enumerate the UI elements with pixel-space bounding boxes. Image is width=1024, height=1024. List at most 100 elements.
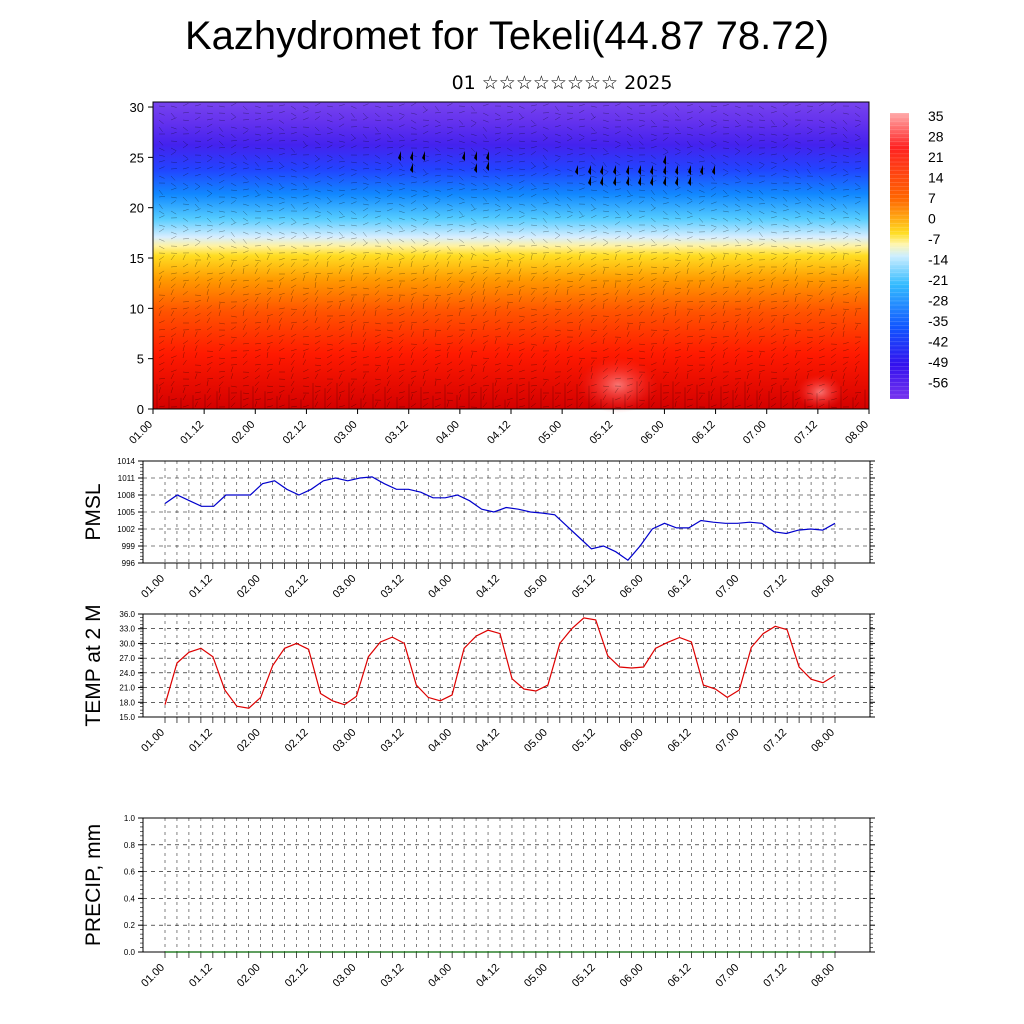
heatmap-x-tick-label: 08.00 — [843, 419, 871, 447]
precip-x-tick-label: 01.00 — [139, 962, 167, 990]
temp-y-tick-label: 24.0 — [119, 669, 135, 678]
temp-x-tick-label: 06.12 — [666, 727, 694, 755]
precip-x-tick-label: 06.00 — [618, 962, 646, 990]
temp-y-tick-label: 15.0 — [119, 713, 135, 722]
pmsl-y-tick-label: 1011 — [118, 474, 136, 483]
pmsl-panel: 996 999 1002 1005 1008 1011 1014 01.00 01.12 02.0… — [82, 457, 875, 601]
temp-y-tick-label: 33.0 — [119, 625, 135, 634]
pmsl-x-tick-label: 08.00 — [809, 573, 837, 601]
colorbar-label: -21 — [928, 272, 948, 288]
heatmap-x-tick-label: 06.12 — [690, 419, 718, 447]
heatmap-x-tick-label: 05.00 — [536, 419, 564, 447]
temp-x-tick-label: 05.12 — [570, 727, 598, 755]
chart-title: Kazhydromet for Tekeli(44.87 78.72) — [184, 14, 830, 58]
colorbar-label: 0 — [928, 211, 936, 227]
precip-x-tick-label: 07.00 — [713, 962, 741, 990]
temp-y-tick-label: 30.0 — [119, 639, 135, 648]
colorbar-label: 7 — [928, 190, 936, 206]
pmsl-x-tick-label: 05.12 — [570, 573, 598, 601]
colorbar-label: -7 — [928, 231, 941, 247]
precip-x-tick-label: 02.00 — [235, 962, 263, 990]
heatmap-x-tick-label: 02.00 — [229, 419, 257, 447]
heatmap-y-tick-label: 20 — [130, 201, 144, 216]
precip-axis-label: PRECIP, mm — [82, 824, 105, 946]
pmsl-x-tick-label: 07.12 — [761, 573, 789, 601]
precip-x-tick-label: 05.12 — [570, 962, 598, 990]
pmsl-x-tick-label: 02.12 — [283, 573, 311, 601]
precip-y-tick-label: 1.0 — [124, 814, 136, 823]
temp-x-tick-label: 07.00 — [713, 727, 741, 755]
temp-x-tick-label: 04.12 — [474, 727, 502, 755]
temp-x-tick-label: 05.00 — [522, 727, 550, 755]
pmsl-x-tick-label: 06.00 — [618, 573, 646, 601]
heatmap-y-tick-label: 25 — [130, 150, 144, 165]
wind-pennants — [398, 151, 715, 186]
pmsl-y-tick-label: 1014 — [117, 457, 135, 466]
pmsl-x-tick-label: 05.00 — [522, 573, 550, 601]
colorbar-label: -28 — [928, 293, 948, 309]
heatmap-x-tick-label: 01.12 — [178, 419, 206, 447]
temp-x-tick-label: 07.12 — [761, 727, 789, 755]
heatmap-y-tick-label: 15 — [130, 251, 144, 266]
temp-x-tick-label: 04.00 — [426, 727, 454, 755]
heatmap-x-tick-label: 05.12 — [587, 419, 615, 447]
colorbar-label: -14 — [928, 252, 948, 268]
precip-x-tick-label: 05.00 — [522, 962, 550, 990]
precip-y-tick-label: 0.8 — [124, 841, 136, 850]
temp-y-tick-label: 18.0 — [119, 698, 135, 707]
precip-x-tick-label: 03.12 — [378, 962, 406, 990]
pmsl-x-tick-label: 04.00 — [426, 573, 454, 601]
wind-barb-field — [156, 102, 866, 409]
pmsl-x-tick-label: 06.12 — [666, 573, 694, 601]
precip-x-tick-label: 07.12 — [761, 962, 789, 990]
heatmap-y-tick-label: 5 — [137, 352, 144, 367]
heatmap-x-tick-label: 03.12 — [383, 419, 411, 447]
temp-x-tick-label: 08.00 — [809, 727, 837, 755]
precip-x-tick-label: 06.12 — [666, 962, 694, 990]
pmsl-x-tick-label: 01.00 — [139, 573, 167, 601]
heatmap-x-tick-label: 03.00 — [332, 419, 360, 447]
pmsl-x-tick-label: 07.00 — [713, 573, 741, 601]
precip-x-tick-label: 04.00 — [426, 962, 454, 990]
chart-subtitle: 01 ☆☆☆☆☆☆☆☆ 2025 — [451, 72, 673, 94]
pmsl-x-tick-label: 03.12 — [378, 573, 406, 601]
heatmap-x-tick-label: 04.12 — [485, 419, 513, 447]
temp-x-tick-label: 01.12 — [187, 727, 215, 755]
pmsl-axis-label: PMSL — [82, 483, 105, 540]
colorbar-label: -42 — [928, 334, 948, 350]
heatmap-x-tick-label: 04.00 — [434, 419, 462, 447]
heatmap-x-tick-label: 07.12 — [792, 419, 820, 447]
colorbar — [890, 113, 909, 399]
colorbar-label: 14 — [928, 170, 944, 186]
colorbar-label: -35 — [928, 313, 948, 329]
temp-y-tick-label: 21.0 — [119, 684, 135, 693]
heatmap-warm-core — [578, 357, 658, 413]
temp-y-tick-label: 27.0 — [119, 654, 135, 663]
temp-x-tick-label: 02.12 — [283, 727, 311, 755]
pmsl-series-line — [164, 476, 836, 562]
heatmap-y-tick-label: 30 — [130, 100, 144, 115]
heatmap-warm-core — [796, 374, 844, 410]
temp-series-line — [164, 617, 836, 709]
pmsl-y-tick-label: 1002 — [117, 525, 135, 534]
temp-x-tick-label: 03.12 — [378, 727, 406, 755]
heatmap-x-tick-label: 01.00 — [127, 419, 155, 447]
heatmap-field — [153, 102, 869, 409]
precip-y-tick-label: 0.6 — [124, 868, 136, 877]
pmsl-y-tick-label: 1008 — [117, 491, 135, 500]
temp-x-tick-label: 03.00 — [331, 727, 359, 755]
pmsl-y-tick-label: 1005 — [117, 508, 135, 517]
precip-y-tick-label: 0.2 — [124, 921, 136, 930]
precip-x-tick-label: 08.00 — [809, 962, 837, 990]
temp-x-tick-label: 06.00 — [618, 727, 646, 755]
pmsl-x-tick-label: 03.00 — [331, 573, 359, 601]
precip-frame — [142, 817, 871, 953]
colorbar-label: -49 — [928, 354, 948, 370]
heatmap-x-tick-label: 02.12 — [281, 419, 309, 447]
temp-panel: 15.0 18.0 21.0 24.0 27.0 30.0 33.0 36.0 01.00 01.… — [82, 604, 875, 755]
precip-y-tick-label: 0.0 — [124, 948, 136, 957]
temp-x-tick-label: 01.00 — [139, 727, 167, 755]
heatmap-x-tick-label: 06.00 — [639, 419, 667, 447]
